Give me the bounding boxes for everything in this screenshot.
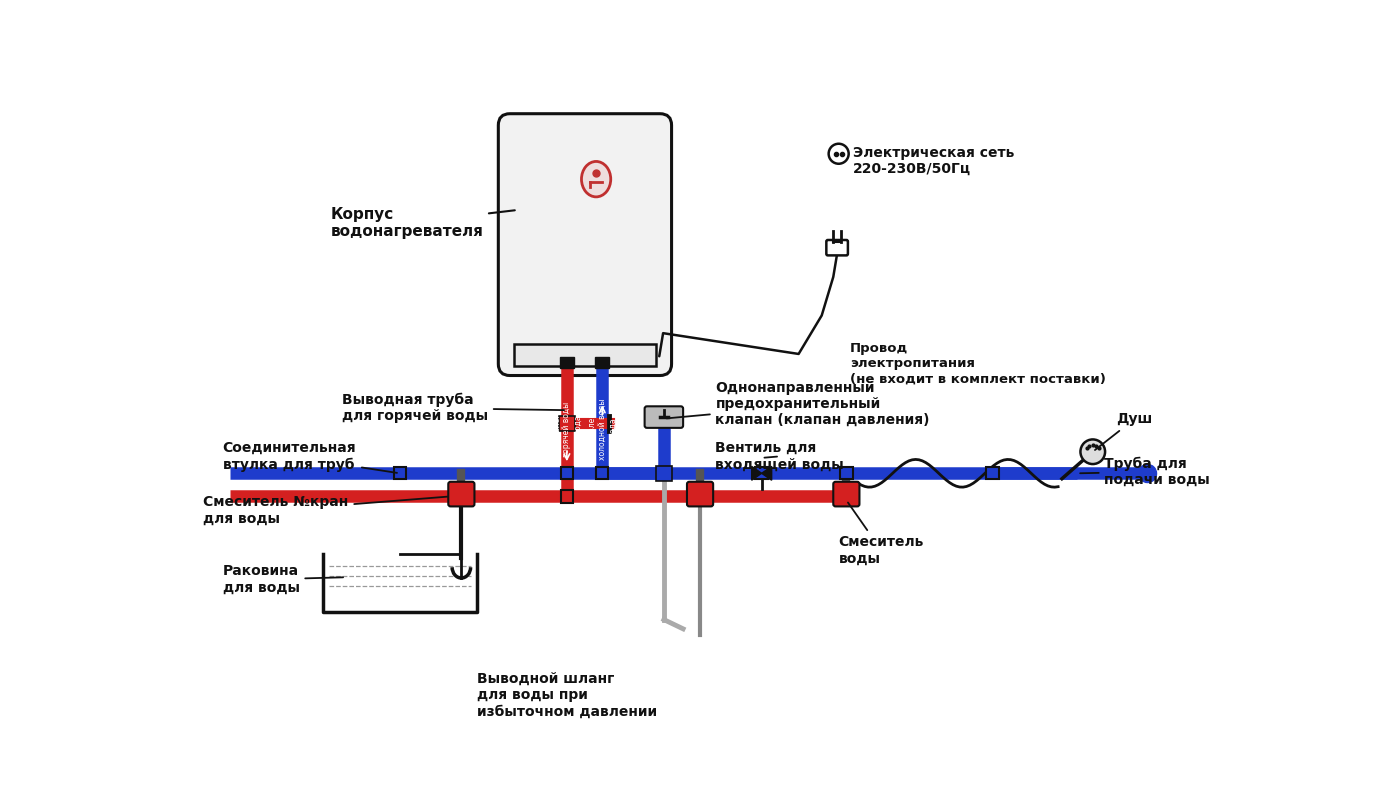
- FancyBboxPatch shape: [559, 415, 574, 431]
- FancyBboxPatch shape: [455, 490, 468, 502]
- Text: Смеситель
воды: Смеситель воды: [839, 502, 925, 566]
- FancyBboxPatch shape: [656, 466, 671, 481]
- FancyBboxPatch shape: [987, 467, 999, 479]
- FancyBboxPatch shape: [756, 467, 768, 479]
- Circle shape: [829, 144, 848, 164]
- Text: Корпус
водонагревателя: Корпус водонагревателя: [331, 207, 515, 239]
- Polygon shape: [752, 466, 761, 480]
- Text: Провод
электропитания
(не входит в комплект поставки): Провод электропитания (не входит в компл…: [850, 342, 1106, 386]
- FancyBboxPatch shape: [561, 357, 574, 368]
- Text: Труба для
подачи воды: Труба для подачи воды: [1080, 457, 1210, 487]
- Text: Раковина
для воды: Раковина для воды: [223, 565, 343, 594]
- Text: Вентиль для
входящей воды: Вентиль для входящей воды: [716, 442, 844, 471]
- FancyBboxPatch shape: [686, 482, 713, 506]
- Text: Смеситель №кран
для воды: Смеситель №кран для воды: [203, 495, 448, 526]
- FancyBboxPatch shape: [597, 467, 609, 479]
- FancyBboxPatch shape: [840, 490, 853, 502]
- Text: Направление
горячей воды
выхода: Направление горячей воды выхода: [552, 402, 581, 457]
- FancyBboxPatch shape: [826, 240, 848, 255]
- Circle shape: [1081, 439, 1104, 464]
- Text: Выводная труба
для горячей воды: Выводная труба для горячей воды: [342, 393, 565, 423]
- FancyBboxPatch shape: [833, 482, 859, 506]
- Text: Однонаправленный
предохранительный
клапан (клапан давления): Однонаправленный предохранительный клапа…: [667, 381, 930, 427]
- FancyBboxPatch shape: [595, 357, 609, 368]
- Text: Соединительная
втулка для труб: Соединительная втулка для труб: [223, 441, 397, 473]
- FancyBboxPatch shape: [561, 490, 573, 502]
- FancyBboxPatch shape: [561, 467, 573, 479]
- FancyBboxPatch shape: [657, 467, 670, 479]
- Ellipse shape: [581, 162, 610, 197]
- FancyBboxPatch shape: [645, 406, 684, 428]
- FancyBboxPatch shape: [498, 114, 671, 375]
- Text: Направление
холодной воды
входа: Направление холодной воды входа: [587, 398, 617, 460]
- Text: Выводной шланг
для воды при
избыточном давлении: Выводной шланг для воды при избыточном д…: [476, 672, 657, 718]
- FancyBboxPatch shape: [393, 467, 406, 479]
- FancyBboxPatch shape: [448, 482, 475, 506]
- Text: Электрическая сеть
220-230В/50Гц: Электрическая сеть 220-230В/50Гц: [853, 146, 1014, 176]
- FancyBboxPatch shape: [840, 467, 853, 479]
- Text: Душ: Душ: [1095, 413, 1151, 450]
- FancyBboxPatch shape: [513, 344, 656, 366]
- Polygon shape: [761, 466, 772, 480]
- FancyBboxPatch shape: [693, 490, 706, 502]
